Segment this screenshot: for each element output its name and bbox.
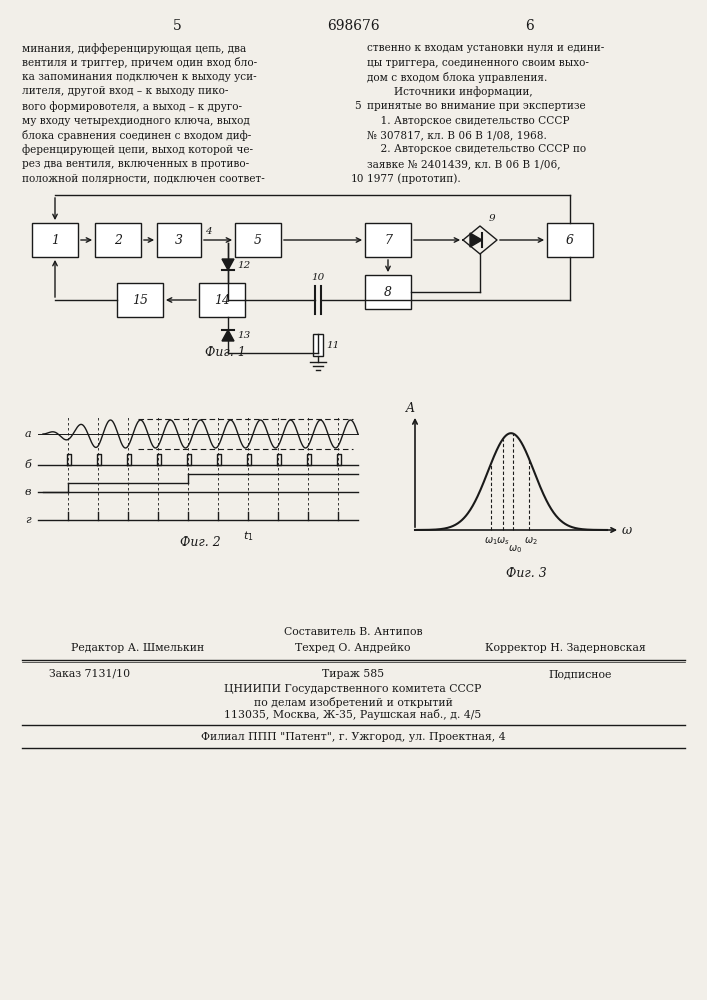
Text: 8: 8 [384, 286, 392, 298]
Text: $\omega_s$: $\omega_s$ [496, 535, 510, 547]
Text: дом с входом блока управления.: дом с входом блока управления. [367, 72, 547, 83]
Text: заявке № 2401439, кл. В 06 В 1/06,: заявке № 2401439, кл. В 06 В 1/06, [367, 159, 561, 169]
Text: A: A [406, 401, 414, 414]
Text: а: а [25, 429, 31, 439]
Text: вентиля и триггер, причем один вход бло-: вентиля и триггер, причем один вход бло- [22, 57, 257, 68]
Text: Техред О. Андрейко: Техред О. Андрейко [296, 643, 411, 653]
Polygon shape [222, 259, 234, 270]
Text: в: в [25, 487, 31, 497]
Text: му входу четырехдиодного ключа, выход: му входу четырехдиодного ключа, выход [22, 115, 250, 125]
FancyBboxPatch shape [117, 283, 163, 317]
Text: 1. Авторское свидетельство СССР: 1. Авторское свидетельство СССР [367, 115, 570, 125]
Polygon shape [222, 330, 234, 341]
Text: 1977 (прототип).: 1977 (прототип). [367, 174, 461, 184]
Text: б: б [25, 460, 31, 470]
Text: 12: 12 [237, 260, 250, 269]
Text: 9: 9 [489, 214, 495, 223]
Text: № 307817, кл. В 06 В 1/08, 1968.: № 307817, кл. В 06 В 1/08, 1968. [367, 130, 547, 140]
Text: ка запоминания подключен к выходу уси-: ка запоминания подключен к выходу уси- [22, 72, 257, 82]
Text: лителя, другой вход – к выходу пико-: лителя, другой вход – к выходу пико- [22, 87, 228, 97]
Text: принятые во внимание при экспертизе: принятые во внимание при экспертизе [367, 101, 585, 111]
Text: Филиал ППП "Патент", г. Ужгород, ул. Проектная, 4: Филиал ППП "Патент", г. Ужгород, ул. Про… [201, 732, 506, 742]
Text: $\omega_0$: $\omega_0$ [508, 543, 522, 555]
Text: рез два вентиля, включенных в противо-: рез два вентиля, включенных в противо- [22, 159, 249, 169]
FancyBboxPatch shape [32, 223, 78, 257]
Text: Составитель В. Антипов: Составитель В. Антипов [284, 627, 422, 637]
Text: 2. Авторское свидетельство СССР по: 2. Авторское свидетельство СССР по [367, 144, 586, 154]
Text: 7: 7 [384, 233, 392, 246]
Text: 113035, Москва, Ж-35, Раушская наб., д. 4/5: 113035, Москва, Ж-35, Раушская наб., д. … [224, 710, 481, 720]
Text: 15: 15 [132, 294, 148, 306]
Text: 3: 3 [175, 233, 183, 246]
Text: Фиг. 2: Фиг. 2 [180, 536, 221, 548]
Text: 11: 11 [326, 340, 339, 350]
Text: ЦНИИПИ Государственного комитета СССР: ЦНИИПИ Государственного комитета СССР [224, 684, 481, 694]
FancyBboxPatch shape [235, 223, 281, 257]
Text: 6: 6 [525, 19, 534, 33]
Text: блока сравнения соединен с входом диф-: блока сравнения соединен с входом диф- [22, 130, 251, 141]
Text: 698676: 698676 [327, 19, 380, 33]
Text: Тираж 585: Тираж 585 [322, 669, 384, 679]
FancyBboxPatch shape [365, 275, 411, 309]
Text: $\omega_2$: $\omega_2$ [524, 535, 538, 547]
Text: $\omega_1$: $\omega_1$ [484, 535, 498, 547]
Text: 13: 13 [237, 330, 250, 340]
Text: 10: 10 [350, 174, 363, 184]
Text: 10: 10 [311, 273, 325, 282]
Text: Источники информации,: Источники информации, [367, 87, 532, 97]
Text: 6: 6 [566, 233, 574, 246]
Text: ω: ω [622, 524, 632, 536]
Bar [313, 334, 323, 356]
Text: ственно к входам установки нуля и едини-: ственно к входам установки нуля и едини- [367, 43, 604, 53]
Text: по делам изобретений и открытий: по делам изобретений и открытий [254, 696, 452, 708]
Text: 14: 14 [214, 294, 230, 306]
Text: 5: 5 [254, 233, 262, 246]
FancyBboxPatch shape [547, 223, 593, 257]
Text: Заказ 7131/10: Заказ 7131/10 [49, 669, 131, 679]
Text: 2: 2 [114, 233, 122, 246]
Text: вого формировотеля, а выход – к друго-: вого формировотеля, а выход – к друго- [22, 101, 242, 112]
FancyBboxPatch shape [157, 223, 201, 257]
FancyBboxPatch shape [365, 223, 411, 257]
Text: Корректор Н. Задерновская: Корректор Н. Задерновская [484, 643, 645, 653]
Text: 5: 5 [173, 19, 182, 33]
Text: Подписное: Подписное [549, 669, 612, 679]
Text: цы триггера, соединенного своим выхо-: цы триггера, соединенного своим выхо- [367, 57, 589, 68]
Text: минания, дифференцирующая цепь, два: минания, дифференцирующая цепь, два [22, 43, 246, 54]
FancyBboxPatch shape [199, 283, 245, 317]
Text: $t_1$: $t_1$ [243, 529, 253, 543]
Text: 5: 5 [354, 101, 361, 111]
Polygon shape [470, 233, 482, 247]
Text: Фиг. 1: Фиг. 1 [204, 346, 245, 359]
FancyBboxPatch shape [95, 223, 141, 257]
Text: 4: 4 [205, 227, 211, 235]
Text: ференцирующей цепи, выход которой че-: ференцирующей цепи, выход которой че- [22, 144, 253, 155]
Text: г: г [25, 515, 31, 525]
Text: Фиг. 3: Фиг. 3 [506, 567, 547, 580]
Text: Редактор А. Шмелькин: Редактор А. Шмелькин [71, 643, 204, 653]
Text: 1: 1 [51, 233, 59, 246]
Text: положной полярности, подключен соответ-: положной полярности, подключен соответ- [22, 174, 264, 184]
